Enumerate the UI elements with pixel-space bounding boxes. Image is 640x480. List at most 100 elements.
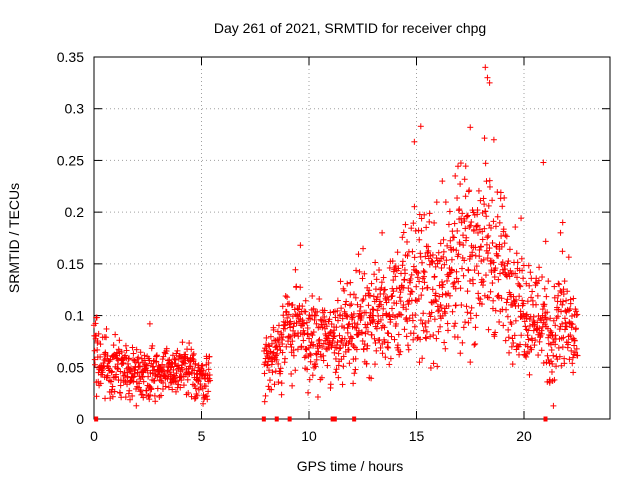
data-point — [451, 234, 458, 241]
data-point — [552, 322, 559, 329]
data-point — [466, 278, 473, 285]
data-point — [412, 297, 419, 304]
data-point — [429, 251, 436, 258]
data-point — [482, 208, 489, 215]
data-point — [522, 312, 529, 319]
data-point — [185, 389, 192, 396]
data-point — [199, 362, 206, 369]
data-point — [263, 341, 270, 348]
data-point — [443, 257, 450, 264]
data-point — [194, 392, 201, 399]
data-point — [418, 259, 425, 266]
data-point — [419, 285, 426, 292]
data-point — [405, 301, 412, 308]
data-point — [397, 298, 404, 305]
data-point — [283, 343, 290, 350]
data-point — [294, 346, 301, 353]
data-point — [193, 371, 200, 378]
data-point — [432, 290, 439, 297]
data-point — [541, 301, 548, 308]
data-point — [353, 346, 360, 353]
data-point — [368, 280, 375, 287]
data-point — [510, 339, 517, 346]
data-point — [551, 376, 558, 383]
data-point — [350, 291, 357, 298]
data-point — [287, 324, 294, 331]
data-point — [368, 375, 375, 382]
data-point — [288, 343, 295, 350]
data-point — [323, 323, 330, 330]
plot-frame — [93, 56, 611, 420]
data-point — [421, 211, 428, 218]
data-point — [462, 163, 469, 170]
data-point — [436, 258, 443, 265]
data-point — [434, 363, 441, 370]
data-point — [345, 321, 352, 328]
data-point — [279, 303, 286, 310]
data-point — [445, 303, 452, 310]
data-point — [412, 312, 419, 319]
data-point — [465, 319, 472, 326]
data-point — [459, 210, 466, 217]
data-point — [490, 297, 497, 304]
data-point — [188, 346, 195, 353]
data-point — [451, 279, 458, 286]
data-point — [167, 364, 174, 371]
data-point — [360, 346, 367, 353]
data-point — [385, 296, 392, 303]
zero-point — [332, 416, 337, 422]
data-point — [360, 296, 367, 303]
data-point — [334, 307, 341, 314]
data-point — [137, 388, 144, 395]
data-point — [487, 288, 494, 295]
data-point — [528, 294, 535, 301]
data-point-peak — [439, 178, 446, 185]
data-point — [460, 324, 467, 331]
data-point — [500, 226, 507, 233]
data-point — [495, 252, 502, 259]
data-point — [572, 325, 579, 332]
data-point — [321, 313, 328, 320]
zero-point — [94, 416, 99, 422]
data-point — [174, 378, 181, 385]
data-point — [461, 176, 468, 183]
data-point — [477, 197, 484, 204]
data-point — [285, 311, 292, 318]
data-point — [506, 246, 513, 253]
data-point — [420, 268, 427, 275]
data-point — [426, 210, 433, 217]
data-point — [431, 273, 438, 280]
data-point — [371, 335, 378, 342]
data-point — [108, 368, 115, 375]
data-point — [534, 292, 541, 299]
data-point — [261, 398, 268, 405]
data-point — [282, 325, 289, 332]
data-point — [571, 337, 578, 344]
data-point — [483, 241, 490, 248]
data-point — [289, 301, 296, 308]
data-point — [130, 350, 137, 357]
data-point — [113, 371, 120, 378]
data-point — [266, 343, 273, 350]
data-point — [492, 223, 499, 230]
data-point — [448, 256, 455, 263]
chart-title: Day 261 of 2021, SRMTID for receiver chp… — [214, 20, 486, 36]
data-point — [280, 312, 287, 319]
data-point — [281, 355, 288, 362]
data-point — [353, 267, 360, 274]
data-point — [364, 342, 371, 349]
data-point — [467, 310, 474, 317]
data-point — [446, 208, 453, 215]
data-point — [297, 284, 304, 291]
data-point — [379, 350, 386, 357]
data-point — [474, 222, 481, 229]
data-point — [307, 352, 314, 359]
data-point — [189, 352, 196, 359]
data-point — [179, 339, 186, 346]
data-point — [278, 380, 285, 387]
y-tick-label: 0.25 — [57, 152, 84, 168]
data-point — [563, 297, 570, 304]
data-point-peak — [146, 320, 153, 327]
data-point — [359, 329, 366, 336]
y-tick-label: 0.05 — [57, 359, 84, 375]
